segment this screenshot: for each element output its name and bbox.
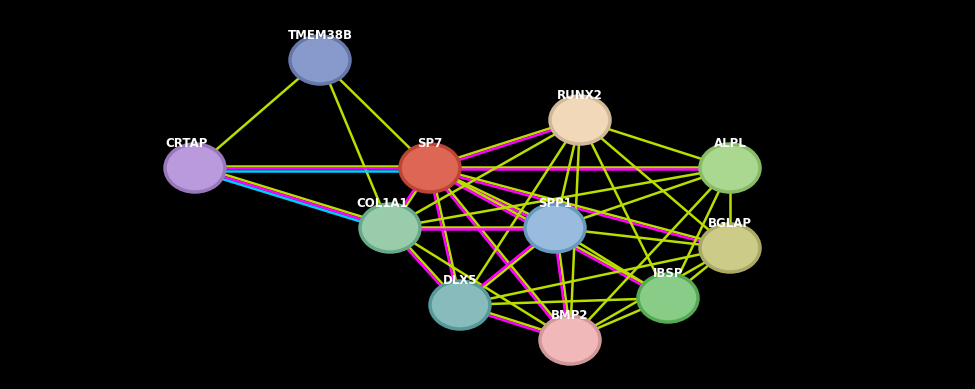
Text: ALPL: ALPL bbox=[714, 137, 747, 150]
Ellipse shape bbox=[540, 316, 600, 364]
Ellipse shape bbox=[430, 281, 490, 329]
Ellipse shape bbox=[165, 144, 225, 192]
Ellipse shape bbox=[360, 204, 420, 252]
Text: CRTAP: CRTAP bbox=[166, 137, 209, 150]
Text: BMP2: BMP2 bbox=[551, 309, 589, 322]
Ellipse shape bbox=[638, 274, 698, 322]
Text: RUNX2: RUNX2 bbox=[557, 89, 603, 102]
Text: IBSP: IBSP bbox=[652, 267, 683, 280]
Ellipse shape bbox=[550, 96, 610, 144]
Text: DLX5: DLX5 bbox=[443, 274, 477, 287]
Ellipse shape bbox=[700, 144, 760, 192]
Text: BGLAP: BGLAP bbox=[708, 217, 752, 230]
Ellipse shape bbox=[400, 144, 460, 192]
Text: SP7: SP7 bbox=[417, 137, 443, 150]
Ellipse shape bbox=[525, 204, 585, 252]
Text: COL1A1: COL1A1 bbox=[356, 197, 408, 210]
Ellipse shape bbox=[290, 36, 350, 84]
Text: SPP1: SPP1 bbox=[538, 197, 572, 210]
Ellipse shape bbox=[700, 224, 760, 272]
Text: TMEM38B: TMEM38B bbox=[288, 29, 353, 42]
